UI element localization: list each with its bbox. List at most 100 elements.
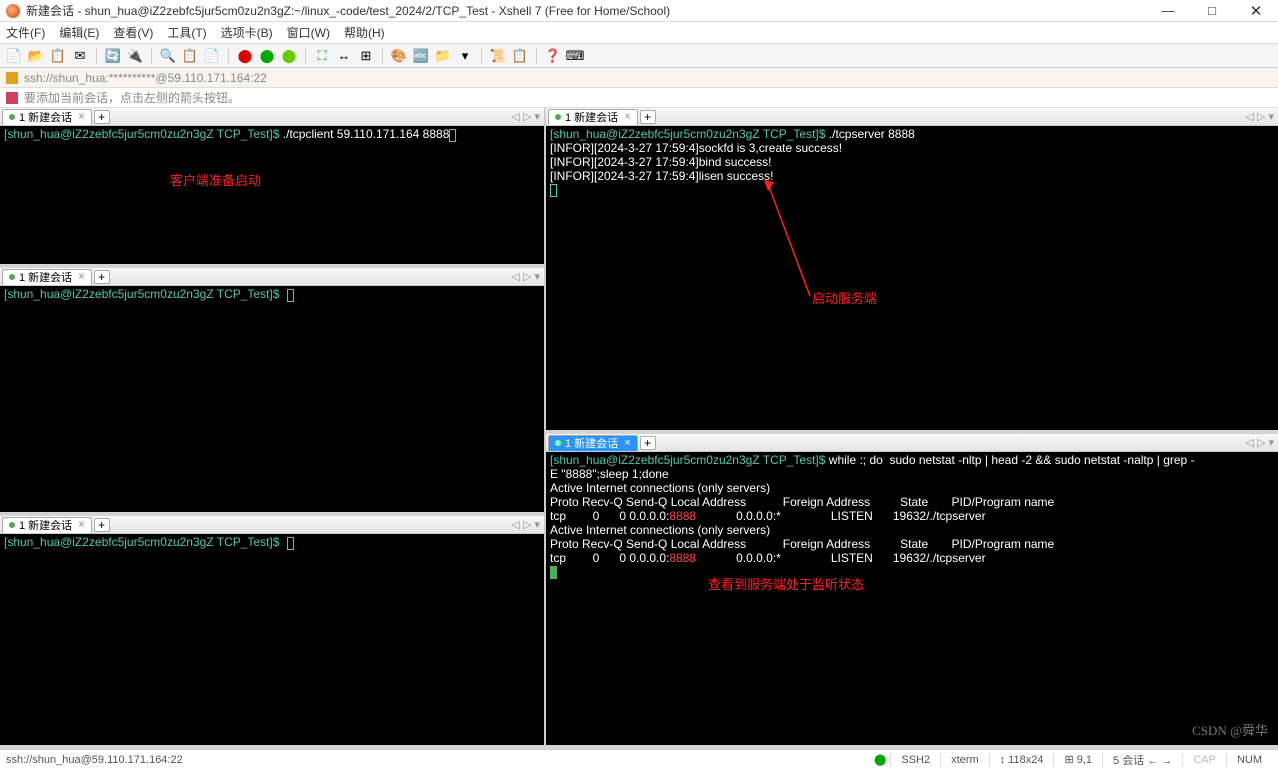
statusbar: ssh://shun_hua@59.110.171.164:22 ⬤ SSH2 … bbox=[0, 749, 1278, 769]
tool-prop-icon[interactable]: ✉ bbox=[72, 48, 88, 64]
status-cap: CAP bbox=[1182, 754, 1226, 766]
menu-tabs[interactable]: 选项卡(B) bbox=[221, 24, 273, 41]
tabbar: 1 新建会话× + ◁ ▷ ▾ bbox=[546, 108, 1278, 126]
tab-nav-icon[interactable]: ◁ ▷ ▾ bbox=[511, 518, 540, 531]
status-sessions: 5 会话 ← → bbox=[1102, 752, 1182, 768]
tabbar: 1 新建会话× + ◁ ▷ ▾ bbox=[0, 108, 544, 126]
menu-tools[interactable]: 工具(T) bbox=[167, 24, 206, 41]
menu-help[interactable]: 帮助(H) bbox=[344, 24, 385, 41]
tool-script-icon[interactable]: 📜 bbox=[490, 48, 506, 64]
terminal[interactable]: [shun_hua@iZ2zebfc5jur5cm0zu2n3gZ TCP_Te… bbox=[546, 126, 1278, 430]
tab-close-icon[interactable]: × bbox=[78, 519, 84, 531]
tool-find-icon[interactable]: 🔍 bbox=[160, 48, 176, 64]
tool-color-icon[interactable]: 🎨 bbox=[391, 48, 407, 64]
separator bbox=[536, 48, 537, 64]
separator bbox=[382, 48, 383, 64]
arrow-icon bbox=[762, 178, 812, 298]
tab-nav-icon[interactable]: ◁ ▷ ▾ bbox=[1245, 110, 1274, 123]
tab-session[interactable]: 1 新建会话× bbox=[2, 109, 92, 125]
tool-paste-icon[interactable]: 📄 bbox=[204, 48, 220, 64]
app-icon bbox=[6, 4, 20, 18]
tab-session[interactable]: 1 新建会话× bbox=[548, 109, 638, 125]
tool-folder-icon[interactable]: 📁 bbox=[435, 48, 451, 64]
annotation-client: 客户端准备启动 bbox=[170, 174, 261, 187]
tab-nav-icon[interactable]: ◁ ▷ ▾ bbox=[1245, 436, 1274, 449]
tab-session-active[interactable]: 1 新建会话× bbox=[548, 435, 638, 451]
pane-left-2: 1 新建会话× + ◁ ▷ ▾ [shun_hua@iZ2zebfc5jur5c… bbox=[0, 268, 544, 516]
tool-help-icon[interactable]: ❓ bbox=[545, 48, 561, 64]
flag-icon bbox=[6, 92, 18, 104]
status-term: xterm bbox=[940, 754, 989, 766]
tab-session[interactable]: 1 新建会话× bbox=[2, 269, 92, 285]
tab-close-icon[interactable]: × bbox=[78, 271, 84, 283]
tab-session[interactable]: 1 新建会话× bbox=[2, 517, 92, 533]
address-text[interactable]: ssh://shun_hua:**********@59.110.171.164… bbox=[24, 71, 267, 85]
tabbar: 1 新建会话× + ◁ ▷ ▾ bbox=[0, 516, 544, 534]
hint-bar: 要添加当前会话，点击左侧的箭头按钮。 bbox=[0, 88, 1278, 108]
tool-keyboard-icon[interactable]: ⌨ bbox=[567, 48, 583, 64]
tool-new-icon[interactable]: 📄 bbox=[6, 48, 22, 64]
annotation-listen: 查看到服务端处于监听状态 bbox=[708, 578, 864, 591]
tool-reconnect-icon[interactable]: 🔄 bbox=[105, 48, 121, 64]
tab-close-icon[interactable]: × bbox=[78, 111, 84, 123]
right-column: 1 新建会话× + ◁ ▷ ▾ [shun_hua@iZ2zebfc5jur5c… bbox=[546, 108, 1278, 749]
addtab-button[interactable]: + bbox=[640, 436, 656, 450]
tool-tile-icon[interactable]: ⊞ bbox=[358, 48, 374, 64]
tool-copy-icon[interactable]: 📋 bbox=[182, 48, 198, 64]
addtab-button[interactable]: + bbox=[94, 518, 110, 532]
separator bbox=[96, 48, 97, 64]
window-title: 新建会话 - shun_hua@iZ2zebfc5jur5cm0zu2n3gZ:… bbox=[26, 2, 1146, 19]
tool-font-icon[interactable]: 🔤 bbox=[413, 48, 429, 64]
terminal[interactable]: [shun_hua@iZ2zebfc5jur5cm0zu2n3gZ TCP_Te… bbox=[0, 534, 544, 745]
menubar: 文件(F) 编辑(E) 查看(V) 工具(T) 选项卡(B) 窗口(W) 帮助(… bbox=[0, 22, 1278, 44]
status-ssh: SSH2 bbox=[890, 754, 940, 766]
toolbar: 📄 📂 📋 ✉ 🔄 🔌 🔍 📋 📄 ⬤ ⬤ ⬤ ⛶ ↔ ⊞ 🎨 🔤 📁 ▾ 📜 … bbox=[0, 44, 1278, 68]
tool-fullscreen-icon[interactable]: ⛶ bbox=[314, 48, 330, 64]
addtab-button[interactable]: + bbox=[94, 270, 110, 284]
pane-left-3: 1 新建会话× + ◁ ▷ ▾ [shun_hua@iZ2zebfc5jur5c… bbox=[0, 516, 544, 749]
addtab-button[interactable]: + bbox=[640, 110, 656, 124]
window-buttons: — □ ✕ bbox=[1146, 0, 1278, 22]
address-bar: ssh://shun_hua:**********@59.110.171.164… bbox=[0, 68, 1278, 88]
tool-lime-icon[interactable]: ⬤ bbox=[281, 48, 297, 64]
watermark: CSDN @舜华 bbox=[1192, 724, 1268, 737]
tab-nav-icon[interactable]: ◁ ▷ ▾ bbox=[511, 270, 540, 283]
tool-fit-icon[interactable]: ↔ bbox=[336, 48, 352, 64]
tab-nav-icon[interactable]: ◁ ▷ ▾ bbox=[511, 110, 540, 123]
titlebar: 新建会话 - shun_hua@iZ2zebfc5jur5cm0zu2n3gZ:… bbox=[0, 0, 1278, 22]
lock-icon bbox=[6, 72, 18, 84]
menu-edit[interactable]: 编辑(E) bbox=[59, 24, 99, 41]
tabbar: 1 新建会话× + ◁ ▷ ▾ bbox=[0, 268, 544, 286]
tab-close-icon[interactable]: × bbox=[624, 111, 630, 123]
annotation-server: 启动服务端 bbox=[812, 292, 877, 305]
tool-disconnect-icon[interactable]: 🔌 bbox=[127, 48, 143, 64]
close-button[interactable]: ✕ bbox=[1234, 0, 1278, 22]
minimize-button[interactable]: — bbox=[1146, 0, 1190, 22]
tool-green-icon[interactable]: ⬤ bbox=[259, 48, 275, 64]
terminal[interactable]: [shun_hua@iZ2zebfc5jur5cm0zu2n3gZ TCP_Te… bbox=[0, 286, 544, 512]
menu-file[interactable]: 文件(F) bbox=[6, 24, 45, 41]
pane-right-2: 1 新建会话× + ◁ ▷ ▾ [shun_hua@iZ2zebfc5jur5c… bbox=[546, 434, 1278, 749]
terminal[interactable]: [shun_hua@iZ2zebfc5jur5cm0zu2n3gZ TCP_Te… bbox=[546, 452, 1278, 745]
tool-save-icon[interactable]: 📋 bbox=[50, 48, 66, 64]
separator bbox=[228, 48, 229, 64]
tool-x-icon[interactable]: ▾ bbox=[457, 48, 473, 64]
addtab-button[interactable]: + bbox=[94, 110, 110, 124]
maximize-button[interactable]: □ bbox=[1190, 0, 1234, 22]
status-num: NUM bbox=[1226, 754, 1272, 766]
terminal[interactable]: [shun_hua@iZ2zebfc5jur5cm0zu2n3gZ TCP_Te… bbox=[0, 126, 544, 264]
tool-open-icon[interactable]: 📂 bbox=[28, 48, 44, 64]
tool-list-icon[interactable]: 📋 bbox=[512, 48, 528, 64]
tab-close-icon[interactable]: × bbox=[624, 437, 630, 449]
status-dot-icon: ⬤ bbox=[874, 753, 886, 766]
separator bbox=[305, 48, 306, 64]
pane-right-1: 1 新建会话× + ◁ ▷ ▾ [shun_hua@iZ2zebfc5jur5c… bbox=[546, 108, 1278, 434]
menu-window[interactable]: 窗口(W) bbox=[287, 24, 330, 41]
separator bbox=[481, 48, 482, 64]
status-pos: ⊞ 9,1 bbox=[1053, 753, 1102, 766]
tool-red-icon[interactable]: ⬤ bbox=[237, 48, 253, 64]
menu-view[interactable]: 查看(V) bbox=[113, 24, 153, 41]
left-column: 1 新建会话× + ◁ ▷ ▾ [shun_hua@iZ2zebfc5jur5c… bbox=[0, 108, 546, 749]
status-address: ssh://shun_hua@59.110.171.164:22 bbox=[6, 754, 183, 766]
separator bbox=[151, 48, 152, 64]
